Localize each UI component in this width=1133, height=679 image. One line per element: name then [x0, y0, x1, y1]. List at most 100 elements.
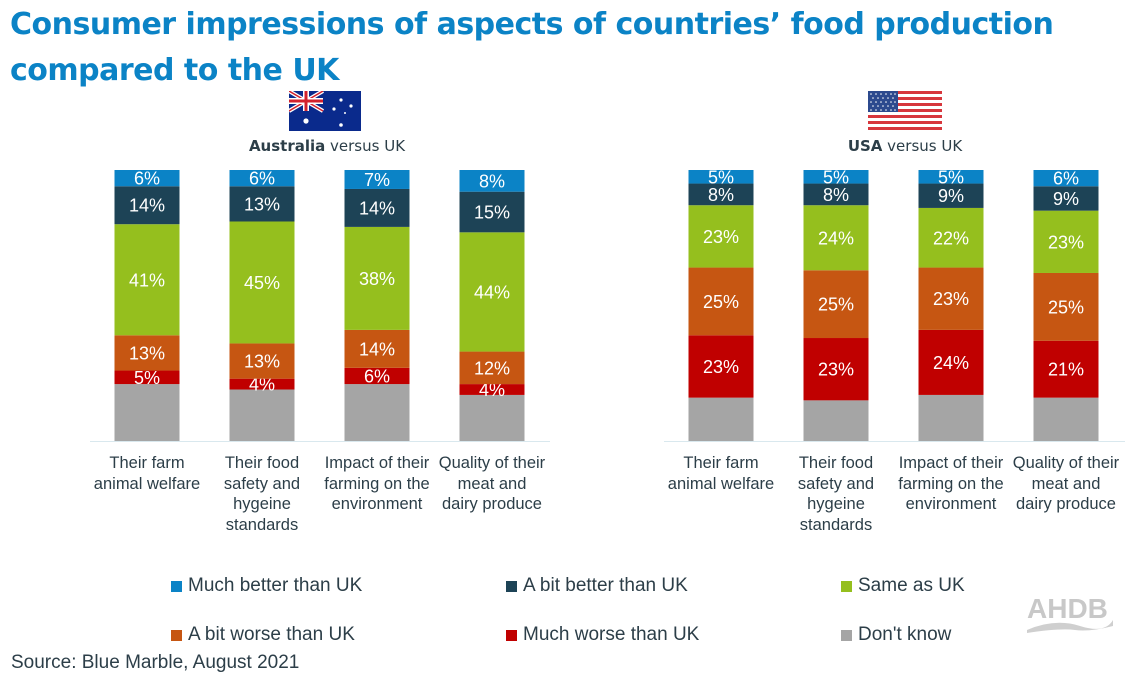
- panel-title-rest: versus UK: [325, 137, 406, 155]
- bar-segment: [918, 207, 984, 268]
- data-label: 8%: [823, 185, 849, 205]
- bar-segment: [344, 226, 410, 330]
- bar-segment: [114, 335, 180, 371]
- category-label: Their food safety and hygeine standards: [776, 453, 896, 535]
- category-label-line: dairy produce: [1016, 495, 1116, 513]
- category-label-line: farming on the: [324, 474, 430, 493]
- category-label: Their food safety and hygeine standards: [202, 453, 322, 535]
- bar-segment: [918, 267, 984, 330]
- category-label-line: Their food: [224, 454, 300, 472]
- panel-title-bold: USA: [847, 137, 883, 155]
- data-label: 9%: [1053, 189, 1079, 209]
- bar-segment: [344, 170, 410, 189]
- data-label: 13%: [244, 194, 280, 214]
- data-label: 4%: [479, 380, 505, 400]
- bar-segment: [803, 183, 869, 206]
- data-label: 22%: [933, 228, 969, 248]
- bar-segment: [459, 191, 525, 233]
- bar-segment: [803, 170, 869, 184]
- legend-swatch: [506, 580, 517, 592]
- category-label-line: farming on the: [898, 474, 1004, 493]
- bar-segment: [229, 389, 295, 441]
- bar-segment: [229, 221, 295, 344]
- data-label: 5%: [938, 167, 964, 187]
- data-label: 5%: [708, 167, 734, 187]
- data-label: 4%: [249, 375, 275, 395]
- data-label: 9%: [938, 186, 964, 206]
- category-label-line: Quality of their: [1012, 454, 1120, 472]
- source-note: Source: Blue Marble, August 2021: [11, 652, 300, 673]
- data-label: 45%: [244, 273, 280, 293]
- category-label-line: Their farm: [109, 454, 185, 472]
- category-label-line: animal welfare: [93, 474, 201, 493]
- data-label: 7%: [364, 170, 390, 190]
- data-label: 23%: [703, 227, 739, 247]
- category-label: Quality of their meat and dairy produce: [1006, 453, 1126, 515]
- data-label: 38%: [359, 269, 395, 289]
- legend-item: Don't know: [841, 624, 951, 646]
- category-label-line: hygeine: [807, 495, 865, 513]
- legend-item: A bit worse than UK: [171, 624, 355, 646]
- data-label: 25%: [818, 295, 854, 315]
- bar-segment: [459, 351, 525, 385]
- category-label-line: Their food: [798, 454, 874, 472]
- data-label: 44%: [474, 282, 510, 302]
- data-label: 14%: [129, 196, 165, 216]
- category-label: Their farm animal welfare: [661, 453, 781, 494]
- category-label: Quality of their meat and dairy produce: [432, 453, 552, 515]
- ahdb-logo: AHDB: [1027, 593, 1113, 633]
- data-label: 5%: [134, 368, 160, 388]
- bar-segment: [229, 343, 295, 379]
- data-label: 6%: [249, 169, 275, 189]
- data-label: 13%: [244, 352, 280, 372]
- data-label: 25%: [703, 292, 739, 312]
- panel-title-australia: Australia versus UK: [197, 137, 457, 155]
- category-label-line: standards: [225, 515, 299, 534]
- bar-segment: [459, 384, 525, 395]
- bar-segment: [114, 384, 180, 441]
- bar-segment: [803, 400, 869, 441]
- data-label: 8%: [708, 185, 734, 205]
- legend-label: Much better than UK: [188, 575, 363, 596]
- data-label: 8%: [479, 171, 505, 191]
- category-label-line: animal welfare: [667, 474, 775, 493]
- australia-flag-icon: [289, 91, 361, 131]
- category-label-line: dairy produce: [442, 495, 542, 513]
- chart-title: Consumer impressions of aspects of count…: [10, 7, 1054, 88]
- bar-segment: [688, 170, 754, 184]
- legend-label: Same as UK: [858, 575, 965, 596]
- category-label: Their farm animal welfare: [87, 453, 207, 494]
- bar-segment: [918, 170, 984, 184]
- panel-title-usa: USA versus UK: [775, 137, 1035, 155]
- bar-segment: [1033, 170, 1099, 187]
- bar-segment: [688, 267, 754, 336]
- category-label-line: Quality of their: [438, 454, 546, 472]
- panel-title-bold: Australia: [248, 137, 326, 155]
- legend-label: Much worse than UK: [523, 624, 700, 645]
- data-label: 21%: [1048, 360, 1084, 380]
- data-label: 41%: [129, 270, 165, 290]
- data-label: 12%: [474, 358, 510, 378]
- data-label: 14%: [359, 339, 395, 359]
- bar-segment: [1033, 186, 1099, 211]
- category-label-line: environment: [905, 495, 997, 513]
- bar-segment: [114, 370, 180, 385]
- bar-segment: [459, 232, 525, 352]
- data-label: 6%: [1053, 169, 1079, 189]
- bar-segment: [803, 205, 869, 271]
- data-label: 6%: [364, 366, 390, 386]
- data-label: 25%: [1048, 297, 1084, 317]
- legend-swatch: [841, 629, 852, 641]
- category-label-line: Their farm: [683, 454, 759, 472]
- bar-segment: [114, 224, 180, 336]
- ahdb-logo-text: AHDB: [1027, 593, 1108, 624]
- category-label-line: environment: [331, 495, 423, 513]
- legend-label: Don't know: [858, 624, 952, 645]
- legend-item: Same as UK: [841, 575, 965, 597]
- data-label: 15%: [474, 203, 510, 223]
- legend-swatch: [506, 629, 517, 641]
- bar-segment: [918, 183, 984, 208]
- bar-segment: [344, 384, 410, 441]
- bar-segment: [918, 329, 984, 395]
